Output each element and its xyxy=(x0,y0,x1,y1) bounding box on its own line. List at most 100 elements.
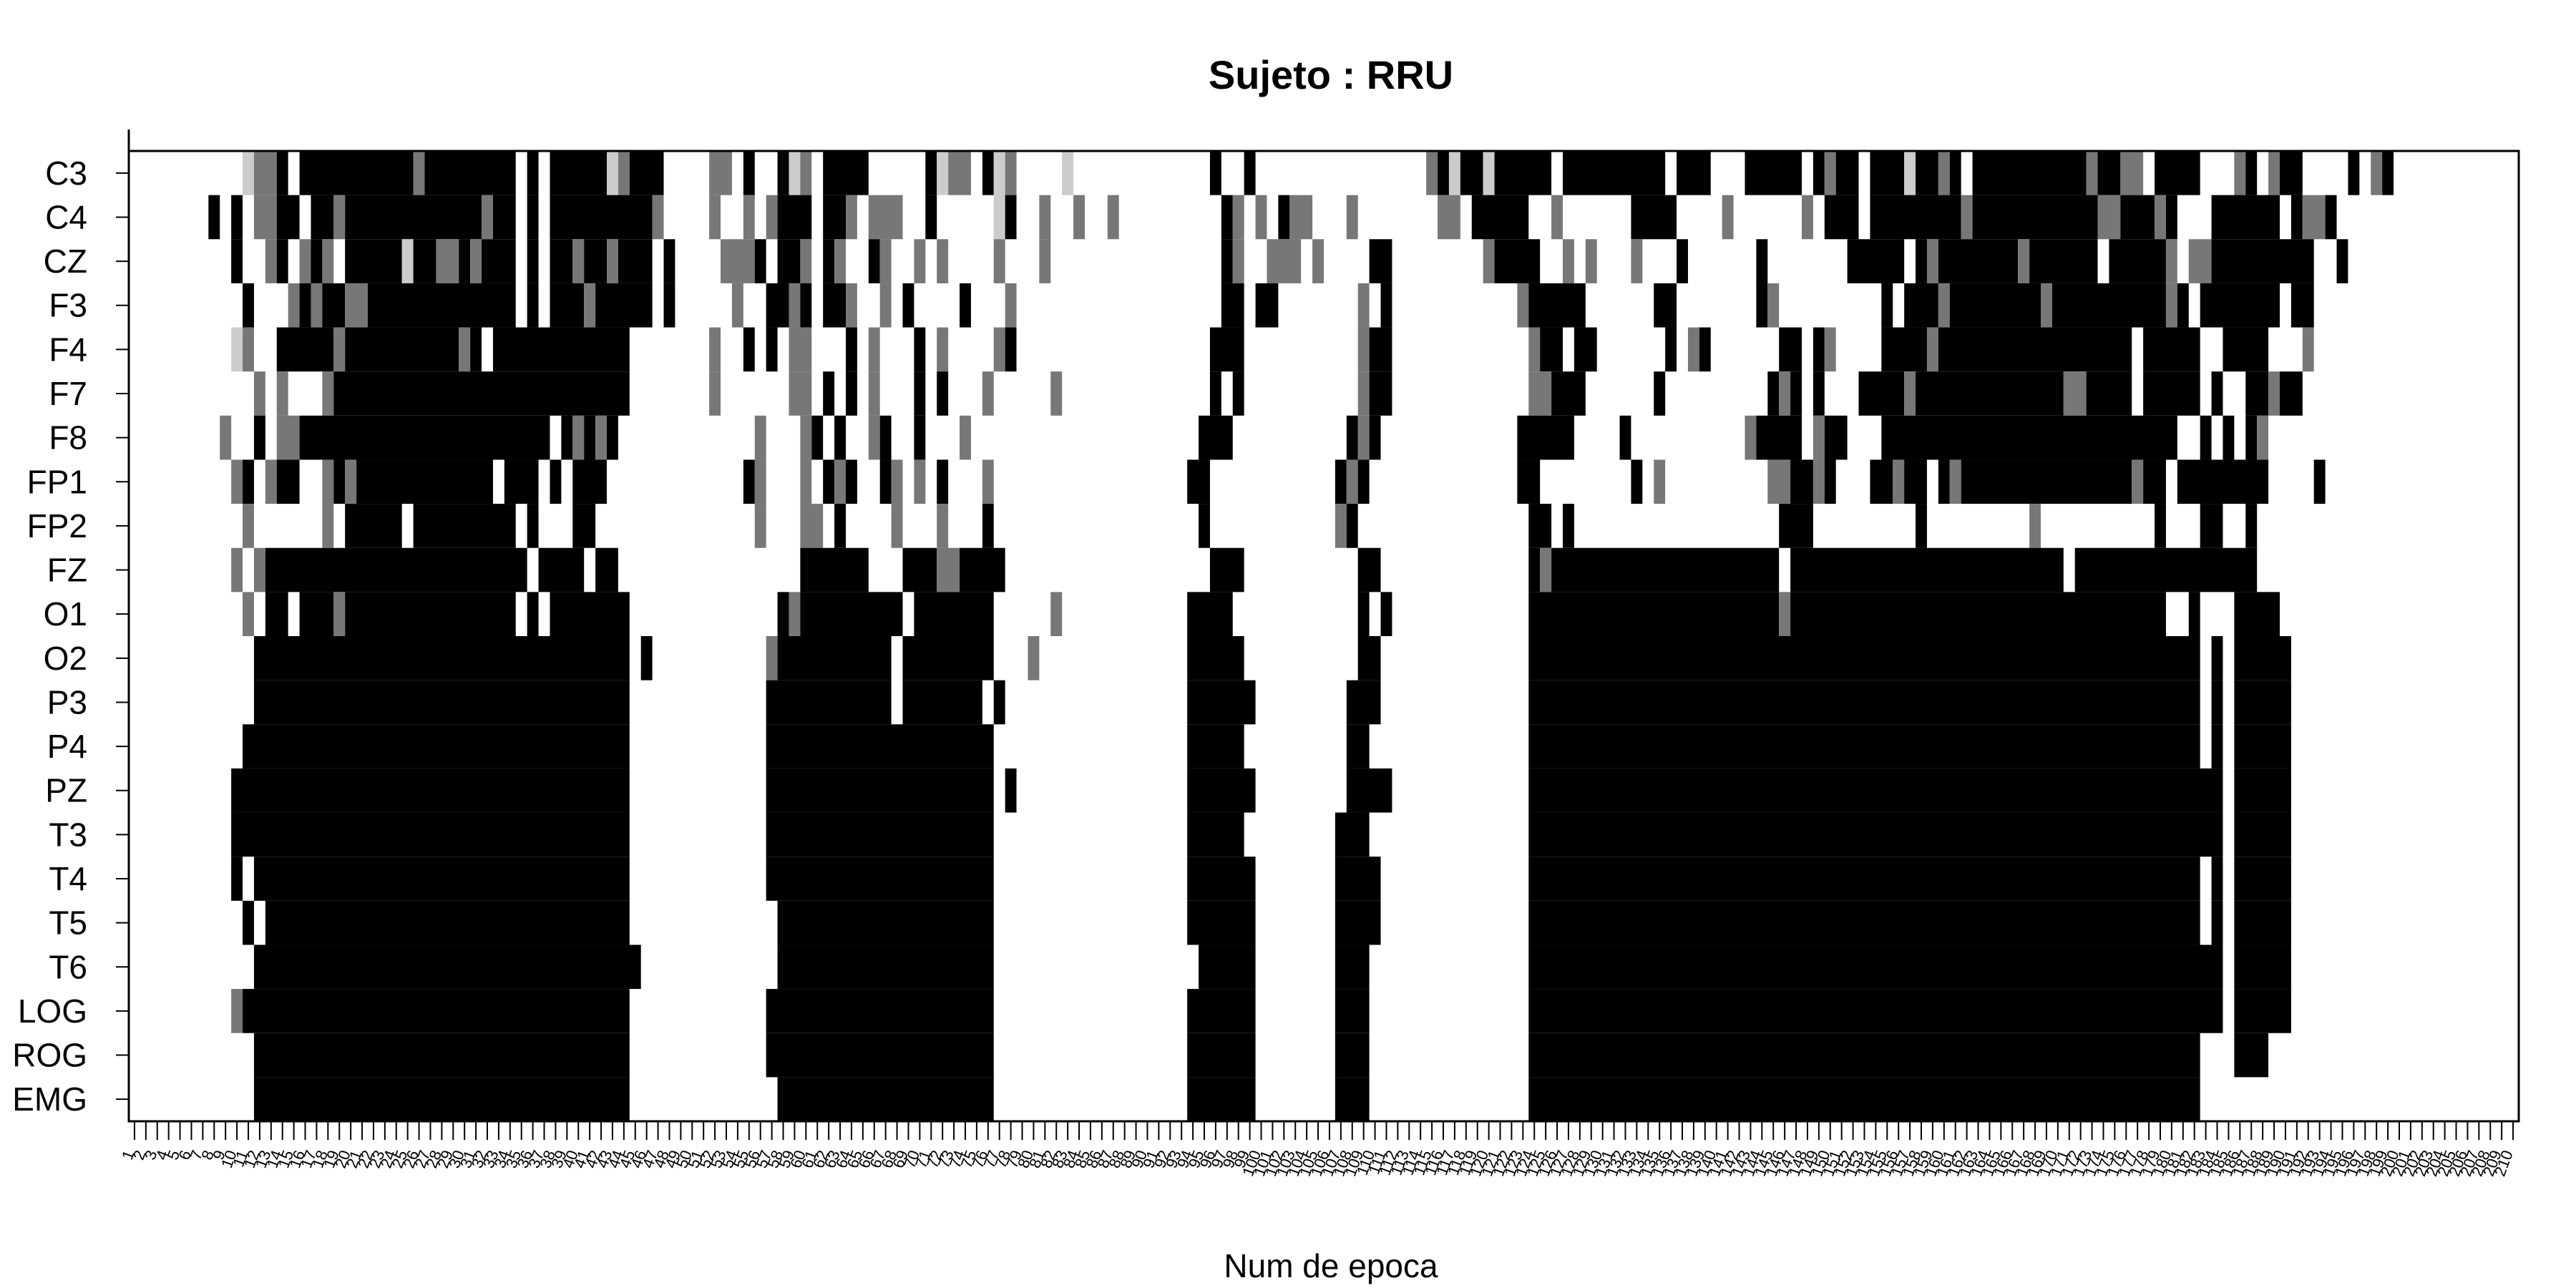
heatmap-cell xyxy=(550,151,607,195)
heatmap-cell xyxy=(2051,283,2166,328)
heatmap-cell xyxy=(1335,1033,1370,1078)
heatmap-cell xyxy=(937,371,949,416)
heatmap-cell xyxy=(2348,151,2360,195)
heatmap-cell xyxy=(1870,459,1893,504)
y-tick-label: F8 xyxy=(49,419,87,457)
heatmap-cell xyxy=(2200,415,2212,460)
heatmap-cell xyxy=(914,459,926,504)
y-tick-label: CZ xyxy=(44,243,87,280)
heatmap-cell xyxy=(1107,195,1119,240)
heatmap-cell xyxy=(311,195,334,240)
heatmap-cell xyxy=(595,415,607,460)
heatmap-cell xyxy=(322,283,346,328)
heatmap-cell xyxy=(766,724,994,769)
heatmap-cell xyxy=(333,459,346,504)
heatmap-cell xyxy=(1790,371,1802,416)
heatmap-cell xyxy=(2165,239,2177,283)
heatmap-cell xyxy=(1619,415,1631,460)
heatmap-cell xyxy=(618,151,630,195)
y-tick-label: PZ xyxy=(45,772,87,809)
heatmap-cell xyxy=(1654,459,1666,504)
heatmap-cell xyxy=(846,459,857,504)
heatmap-cells xyxy=(208,151,2394,1121)
heatmap-cell xyxy=(1528,900,2200,945)
heatmap-cell xyxy=(2211,680,2223,725)
heatmap-cell xyxy=(1654,283,1677,328)
heatmap-cell xyxy=(1528,327,1541,372)
heatmap-cell xyxy=(1528,1077,2200,1121)
y-tick-label: T6 xyxy=(49,948,87,985)
heatmap-cell xyxy=(2211,724,2223,769)
heatmap-cell xyxy=(1050,592,1063,636)
heatmap-cell xyxy=(231,857,243,901)
heatmap-cell xyxy=(1357,371,1370,416)
heatmap-cell xyxy=(800,547,869,592)
heatmap-cell xyxy=(1904,371,1916,416)
heatmap-cell xyxy=(800,283,812,328)
heatmap-cell xyxy=(1528,504,1552,548)
heatmap-cell xyxy=(1813,371,1825,416)
heatmap-cell xyxy=(1926,239,1938,283)
heatmap-cell xyxy=(1926,327,1938,372)
heatmap-cell xyxy=(1528,680,2200,725)
heatmap-cell xyxy=(1665,327,1677,372)
heatmap-cell xyxy=(1824,151,1836,195)
heatmap-cell xyxy=(1187,680,1256,725)
heatmap-cell xyxy=(2086,151,2098,195)
heatmap-cell xyxy=(311,283,323,328)
heatmap-cell xyxy=(356,459,493,504)
heatmap-cell xyxy=(470,327,482,372)
heatmap-cell xyxy=(1187,857,1256,901)
heatmap-cell xyxy=(1335,989,1370,1033)
heatmap-cell xyxy=(311,239,323,283)
heatmap-cell xyxy=(2211,371,2223,416)
heatmap-cell xyxy=(868,195,903,240)
heatmap-cell xyxy=(1528,547,1541,592)
heatmap-cell xyxy=(231,812,630,857)
heatmap-cell xyxy=(1187,768,1256,813)
heatmap-cell xyxy=(276,415,300,460)
heatmap-cell xyxy=(1540,547,1552,592)
heatmap-cell xyxy=(231,459,243,504)
heatmap-cell xyxy=(2211,900,2223,945)
heatmap-cell xyxy=(1893,459,1905,504)
heatmap-cell xyxy=(1357,459,1370,504)
heatmap-cell xyxy=(834,239,846,283)
heatmap-cell xyxy=(1335,857,1381,901)
heatmap-cell xyxy=(2109,239,2166,283)
heatmap-cell xyxy=(766,812,994,857)
heatmap-cell xyxy=(766,283,789,328)
heatmap-cell xyxy=(1187,636,1244,680)
heatmap-cell xyxy=(243,900,254,945)
heatmap-cell xyxy=(1346,459,1358,504)
heatmap-cell xyxy=(333,195,346,240)
heatmap-cell xyxy=(253,1077,630,1121)
heatmap-cell xyxy=(982,151,994,195)
heatmap-cell xyxy=(1062,151,1074,195)
heatmap-cell xyxy=(1961,195,1973,240)
x-axis: 1234567891011121314151617181920212223242… xyxy=(118,1121,2517,1179)
heatmap-cell xyxy=(1574,327,1597,372)
heatmap-cell xyxy=(1756,283,1768,328)
heatmap-cell xyxy=(527,239,539,283)
heatmap-cell xyxy=(789,283,801,328)
heatmap-cell xyxy=(846,371,857,416)
heatmap-cell xyxy=(253,680,630,725)
heatmap-cell xyxy=(1961,459,2132,504)
heatmap-cell xyxy=(1517,415,1574,460)
heatmap-cell xyxy=(1813,415,1825,460)
heatmap-cell xyxy=(2097,151,2121,195)
heatmap-cell xyxy=(2177,283,2189,328)
heatmap-cell xyxy=(2120,195,2155,240)
heatmap-cell xyxy=(709,371,721,416)
heatmap-cell xyxy=(1346,768,1392,813)
heatmap-cell xyxy=(1813,327,1825,372)
heatmap-cell xyxy=(2211,636,2223,680)
heatmap-cell xyxy=(1847,239,1905,283)
heatmap-cell xyxy=(709,151,732,195)
heatmap-cell xyxy=(1005,768,1017,813)
heatmap-cell xyxy=(550,592,630,636)
heatmap-cell xyxy=(276,195,300,240)
y-tick-label: LOG xyxy=(18,992,87,1030)
heatmap-cell xyxy=(1745,151,1802,195)
